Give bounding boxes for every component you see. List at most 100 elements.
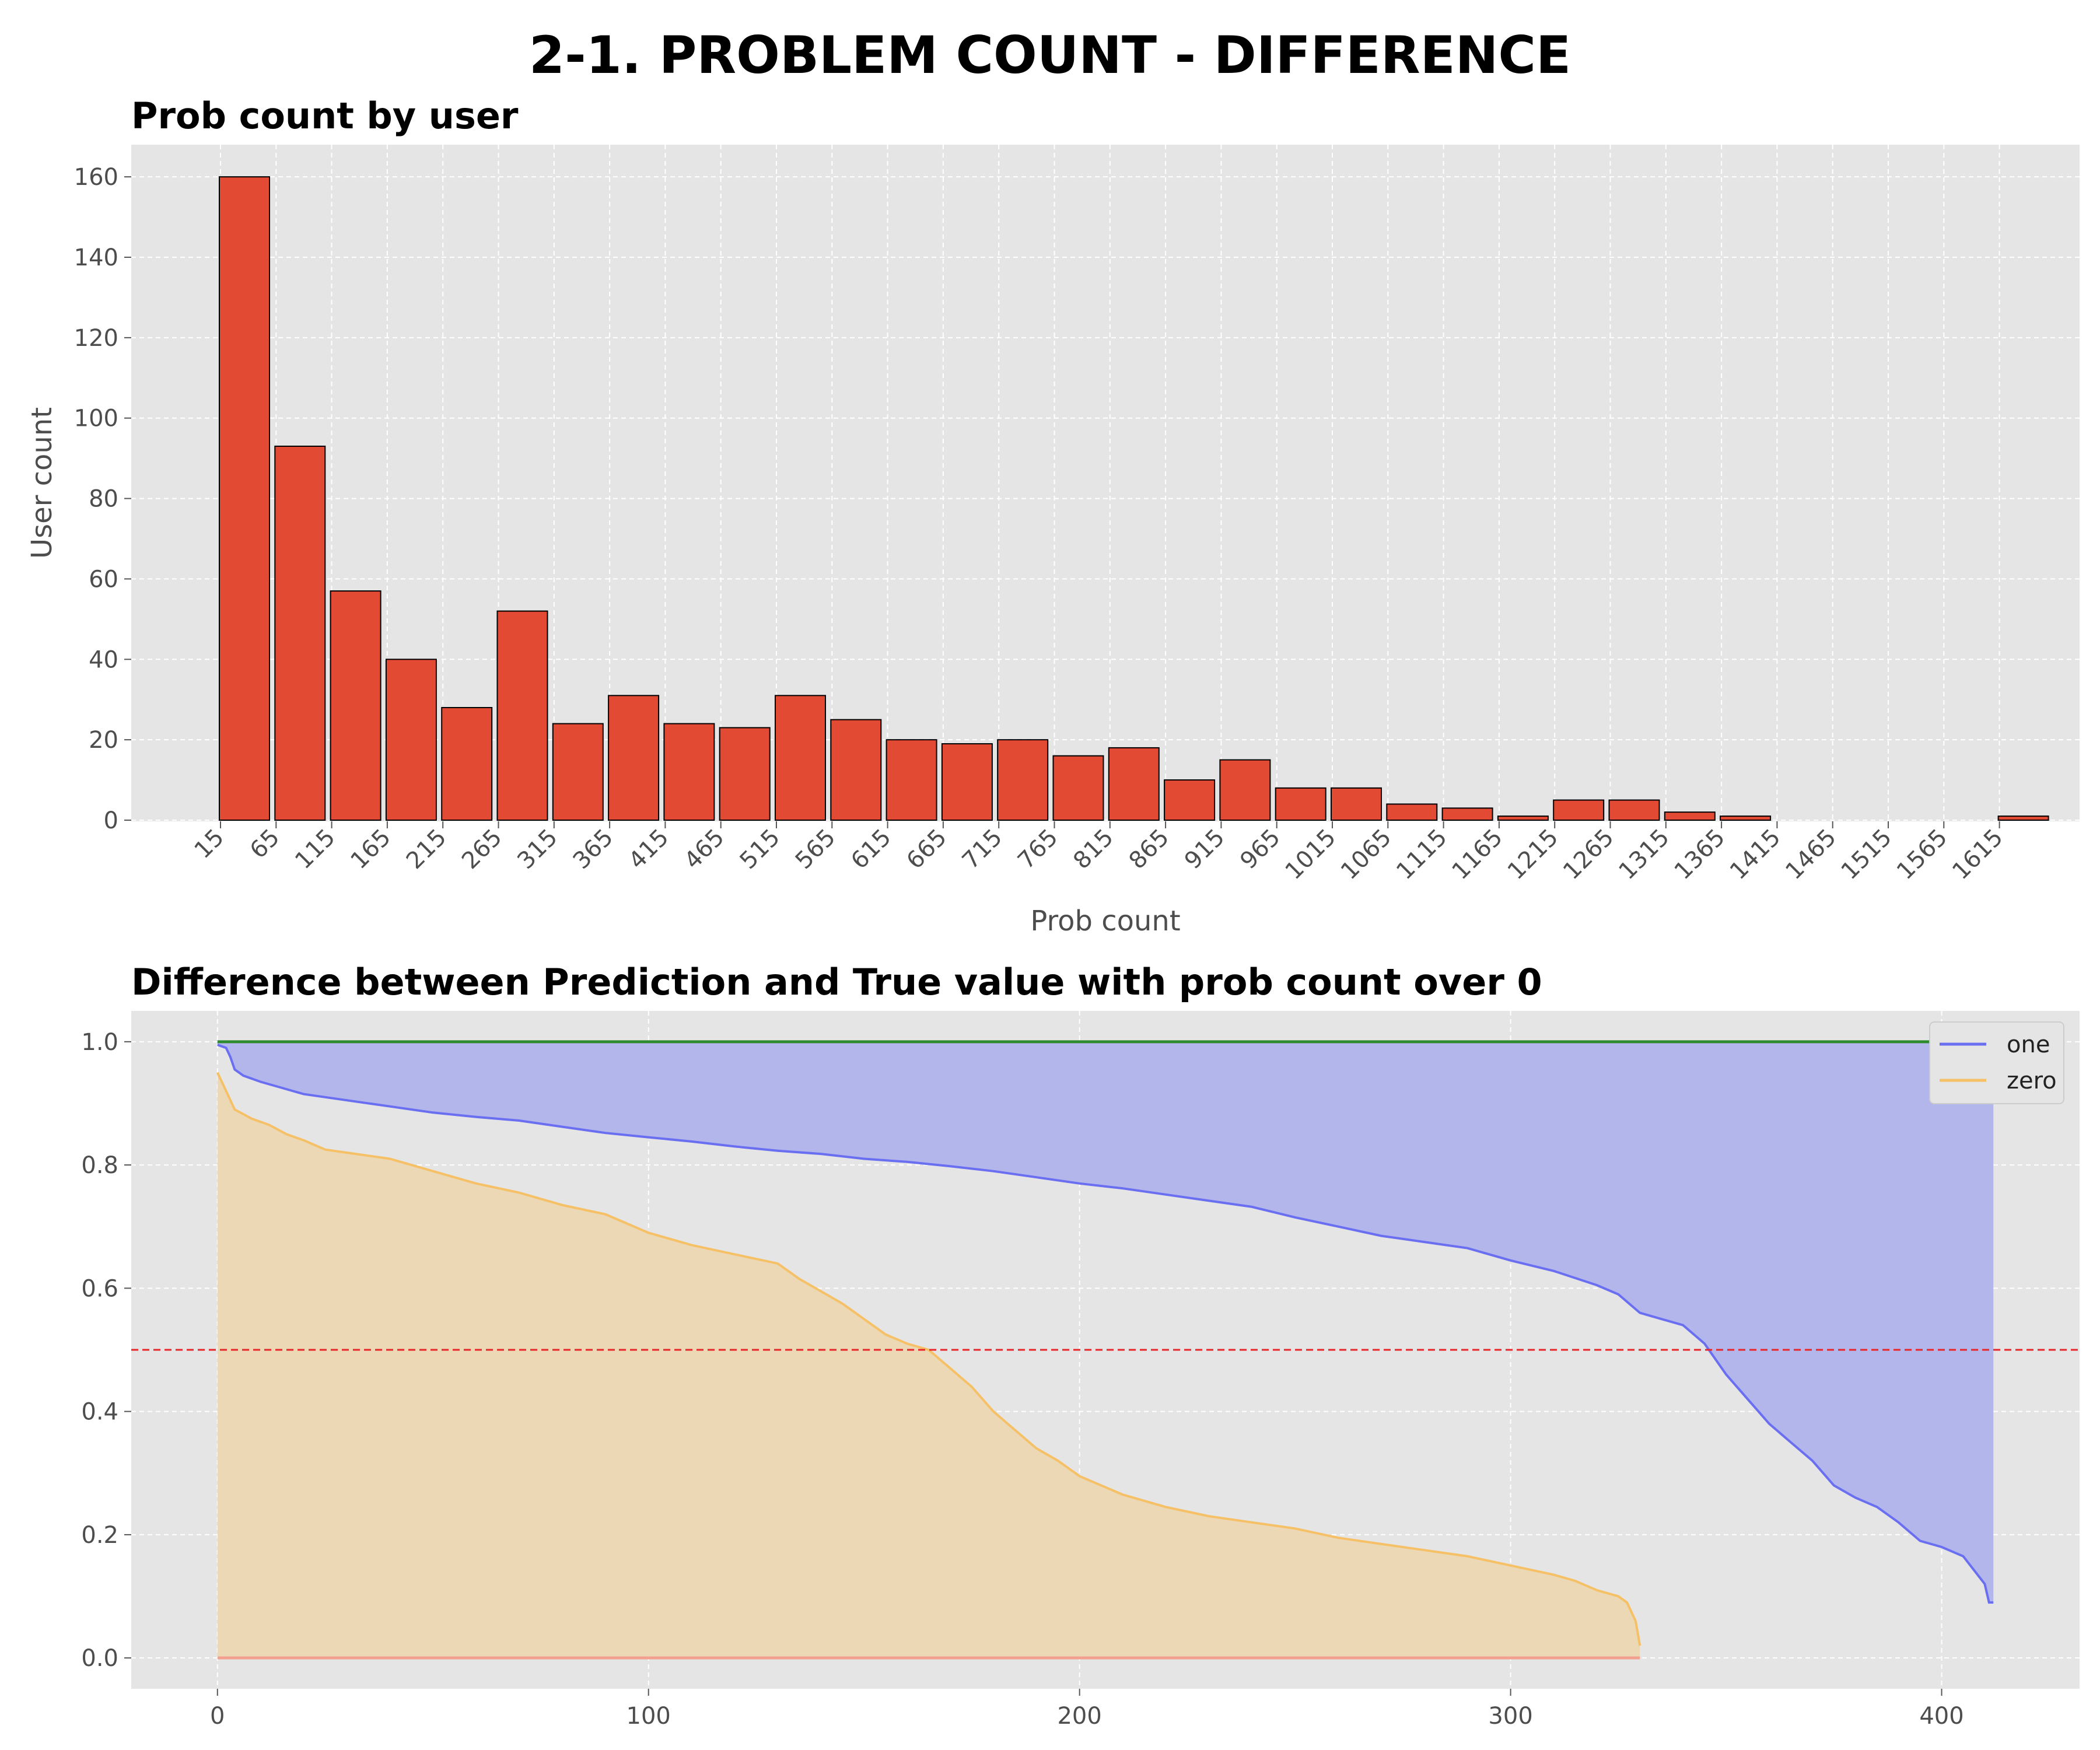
histogram-x-tick-label: 1615	[1947, 824, 2008, 886]
histogram-x-ticks: 15 65 115 165 215 265 315 365 415 465 515 565 615 665…	[190, 821, 2008, 885]
difference-panel: Difference between Prediction and True v…	[81, 961, 2080, 1730]
histogram-y-tick-label: 20	[89, 727, 118, 754]
difference-y-tick-label: 0.8	[81, 1152, 118, 1179]
histogram-y-label: User count	[26, 407, 58, 559]
histogram-bar	[775, 695, 826, 821]
histogram-bar	[1331, 787, 1382, 821]
histogram-y-tick-label: 40	[89, 646, 118, 673]
histogram-x-tick-label: 215	[401, 824, 452, 875]
histogram-bar	[385, 659, 437, 821]
histogram-bar	[1441, 807, 1493, 821]
difference-y-tick-label: 0.0	[81, 1645, 118, 1672]
histogram-bar	[219, 176, 270, 821]
legend-label-zero: zero	[2007, 1068, 2057, 1094]
histogram-x-tick-label: 1515	[1836, 824, 1898, 886]
difference-x-tick-label: 300	[1488, 1703, 1532, 1730]
histogram-x-tick-label: 1315	[1614, 824, 1675, 886]
histogram-y-tick-label: 140	[74, 244, 118, 271]
histogram-x-tick-label: 265	[457, 824, 508, 875]
histogram-x-tick-label: 765	[1013, 824, 1063, 875]
area-zero	[217, 1072, 1640, 1658]
histogram-x-tick-label: 1115	[1391, 824, 1452, 886]
difference-y-ticks: 0.0 0.2 0.4 0.6 0.8 1.0	[81, 1029, 131, 1672]
histogram-bar	[1052, 755, 1104, 821]
histogram-bar	[941, 743, 993, 821]
histogram-x-tick-label: 65	[245, 824, 285, 864]
difference-lines	[216, 1044, 1994, 1646]
histogram-bar	[496, 610, 548, 821]
histogram-x-tick-label: 515	[735, 824, 786, 875]
histogram-x-tick-label: 1465	[1780, 824, 1842, 886]
histogram-x-tick-label: 1365	[1670, 824, 1731, 886]
histogram-x-tick-label: 1265	[1558, 824, 1619, 886]
histogram-y-tick-label: 0	[104, 807, 118, 834]
histogram-x-tick-label: 865	[1124, 824, 1175, 875]
histogram-bar	[1720, 816, 1772, 821]
histogram-bar	[1664, 811, 1716, 821]
difference-x-tick-label: 400	[1919, 1703, 1964, 1730]
histogram-bar	[1108, 747, 1160, 821]
histogram-bar	[1219, 759, 1271, 821]
histogram-bar	[274, 445, 326, 821]
histogram-y-tick-label: 160	[74, 164, 118, 191]
histogram-bar	[552, 723, 604, 821]
histogram-bar	[1275, 787, 1326, 821]
histogram-bar	[663, 723, 715, 821]
histogram-y-tick-label: 80	[89, 486, 118, 513]
histogram-x-tick-label: 915	[1180, 824, 1230, 875]
histogram-x-tick-label: 1565	[1892, 824, 1953, 886]
difference-x-tick-label: 200	[1057, 1703, 1101, 1730]
histogram-bar	[719, 727, 771, 821]
area-one	[217, 1041, 1994, 1603]
histogram-bar	[1553, 799, 1605, 821]
histogram-x-tick-label: 1015	[1280, 824, 1342, 886]
histogram-x-tick-label: 1065	[1336, 824, 1397, 886]
difference-areas	[217, 1041, 1994, 1658]
legend: one zero	[1929, 1021, 2064, 1104]
histogram-x-tick-label: 465	[679, 824, 730, 875]
histogram-panel: Prob count by user 15 65 115 165 215 265 315 36…	[26, 94, 2080, 937]
histogram-x-tick-label: 1165	[1447, 824, 1508, 886]
legend-label-one: one	[2007, 1031, 2050, 1058]
histogram-x-tick-label: 615	[846, 824, 897, 875]
histogram-bar	[830, 719, 882, 821]
histogram-x-tick-label: 965	[1235, 824, 1286, 875]
histogram-x-tick-label: 115	[290, 824, 341, 875]
histogram-y-ticks: 0 20 40 60 80 100 120 140 160	[74, 164, 131, 834]
histogram-bar	[441, 707, 493, 821]
histogram-bar	[1997, 816, 2049, 821]
histogram-x-tick-label: 15	[190, 824, 230, 864]
histogram-x-tick-label: 565	[790, 824, 841, 875]
histogram-title: Prob count by user	[131, 94, 519, 137]
histogram-bar	[997, 739, 1049, 821]
histogram-y-tick-label: 120	[74, 325, 118, 352]
histogram-x-tick-label: 1215	[1503, 824, 1564, 886]
difference-x-tick-label: 100	[626, 1703, 671, 1730]
histogram-x-tick-label: 665	[901, 824, 952, 875]
difference-y-tick-label: 0.6	[81, 1275, 118, 1302]
histogram-x-label: Prob count	[1030, 905, 1180, 937]
legend-box	[1929, 1021, 2064, 1104]
histogram-bar	[1164, 779, 1216, 821]
histogram-bar	[330, 590, 382, 821]
difference-title: Difference between Prediction and True v…	[131, 961, 1542, 1003]
histogram-x-tick-label: 1415	[1725, 824, 1786, 886]
histogram-x-tick-label: 315	[512, 824, 563, 875]
difference-y-tick-label: 1.0	[81, 1029, 118, 1056]
histogram-bar	[1386, 803, 1438, 821]
difference-reference-lines	[131, 1040, 2080, 1660]
histogram-x-tick-label: 815	[1068, 824, 1119, 875]
histogram-x-tick-label: 415	[624, 824, 674, 875]
histogram-bar	[1497, 816, 1549, 821]
histogram-x-tick-label: 365	[568, 824, 619, 875]
difference-x-ticks: 0 100 200 300 400	[210, 1689, 1964, 1730]
difference-x-tick-label: 0	[210, 1703, 225, 1730]
figure-title: 2-1. PROBLEM COUNT - DIFFERENCE	[529, 25, 1571, 85]
difference-y-tick-label: 0.4	[81, 1399, 118, 1426]
line-zero	[216, 1072, 1642, 1646]
histogram-y-tick-label: 60	[89, 566, 118, 593]
difference-y-tick-label: 0.2	[81, 1522, 118, 1549]
histogram-bar	[608, 695, 660, 821]
histogram-x-tick-label: 715	[957, 824, 1008, 875]
histogram-y-tick-label: 100	[74, 405, 118, 432]
